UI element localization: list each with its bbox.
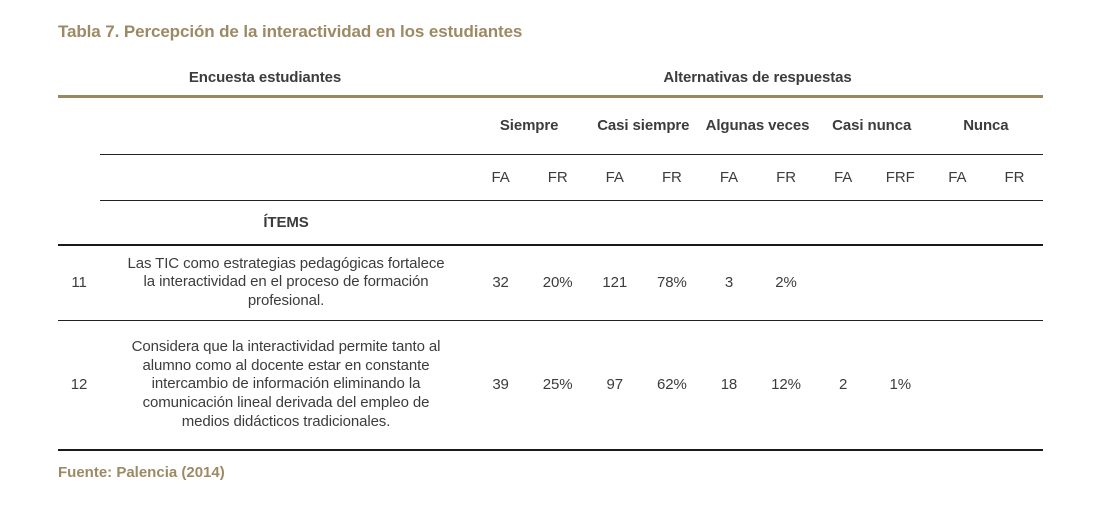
empty-cell bbox=[472, 200, 1043, 246]
freq-subheader: FA bbox=[814, 154, 872, 201]
freq-subheader: FA bbox=[472, 154, 530, 201]
freq-subheader: FA bbox=[586, 154, 644, 201]
response-option-header: Casi nunca bbox=[814, 96, 929, 155]
value-cell: 32 bbox=[472, 245, 530, 321]
value-cell: 1% bbox=[871, 320, 929, 451]
value-cell: 62% bbox=[643, 320, 701, 451]
value-cell: 2% bbox=[757, 245, 815, 321]
item-number: 11 bbox=[58, 245, 100, 321]
item-text-content: Considera que la interactividad permite … bbox=[131, 337, 441, 430]
response-option-header: Siempre bbox=[472, 96, 587, 155]
response-option-header: Algunas veces bbox=[700, 96, 815, 155]
data-table: Encuesta estudiantes Alternativas de res… bbox=[58, 60, 1043, 451]
value-cell: 18 bbox=[700, 320, 758, 451]
header-alternativas: Alternativas de respuestas bbox=[472, 60, 1043, 98]
table-row: 12 Considera que la interactividad permi… bbox=[58, 320, 1043, 451]
value-cell: 20% bbox=[529, 245, 587, 321]
items-header: ÍTEMS bbox=[100, 200, 473, 246]
value-cell bbox=[928, 320, 986, 451]
table-row: 11 Las TIC como estrategias pedagógicas … bbox=[58, 245, 1043, 321]
empty-cell bbox=[58, 200, 100, 246]
value-cell: 97 bbox=[586, 320, 644, 451]
empty-cell bbox=[100, 96, 473, 155]
freq-subheader: FR bbox=[985, 154, 1043, 201]
table-title: Tabla 7. Percepción de la interactividad… bbox=[58, 22, 523, 41]
freq-subheader: FR bbox=[757, 154, 815, 201]
empty-cell bbox=[100, 154, 473, 201]
value-cell bbox=[871, 245, 929, 321]
header-encuesta: Encuesta estudiantes bbox=[58, 60, 473, 98]
response-option-header: Casi siempre bbox=[586, 96, 701, 155]
value-cell: 25% bbox=[529, 320, 587, 451]
value-cell: 12% bbox=[757, 320, 815, 451]
item-text-content: Las TIC como estrategias pedagógicas for… bbox=[127, 254, 445, 310]
source-note: Fuente: Palencia (2014) bbox=[58, 464, 225, 481]
value-cell: 3 bbox=[700, 245, 758, 321]
item-text: Las TIC como estrategias pedagógicas for… bbox=[100, 245, 473, 321]
item-number: 12 bbox=[58, 320, 100, 451]
items-header-row: ÍTEMS bbox=[58, 200, 1043, 246]
value-cell bbox=[985, 320, 1043, 451]
empty-cell bbox=[58, 96, 100, 154]
value-cell: 121 bbox=[586, 245, 644, 321]
value-cell: 2 bbox=[814, 320, 872, 451]
freq-subheader: FR bbox=[529, 154, 587, 201]
freq-subheader: FR bbox=[643, 154, 701, 201]
value-cell bbox=[814, 245, 872, 321]
response-options-row: Siempre Casi siempre Algunas veces Casi … bbox=[58, 96, 1043, 155]
freq-subheader: FRF bbox=[871, 154, 929, 201]
value-cell bbox=[928, 245, 986, 321]
freq-subheader: FA bbox=[928, 154, 986, 201]
freq-subheader: FA bbox=[700, 154, 758, 201]
frequency-subheader-row: FA FR FA FR FA FR FA FRF FA FR bbox=[58, 154, 1043, 201]
value-cell: 78% bbox=[643, 245, 701, 321]
group-header-row: Encuesta estudiantes Alternativas de res… bbox=[58, 60, 1043, 98]
response-option-header: Nunca bbox=[928, 96, 1043, 155]
item-text: Considera que la interactividad permite … bbox=[100, 320, 473, 451]
value-cell: 39 bbox=[472, 320, 530, 451]
empty-cell bbox=[58, 154, 100, 200]
value-cell bbox=[985, 245, 1043, 321]
